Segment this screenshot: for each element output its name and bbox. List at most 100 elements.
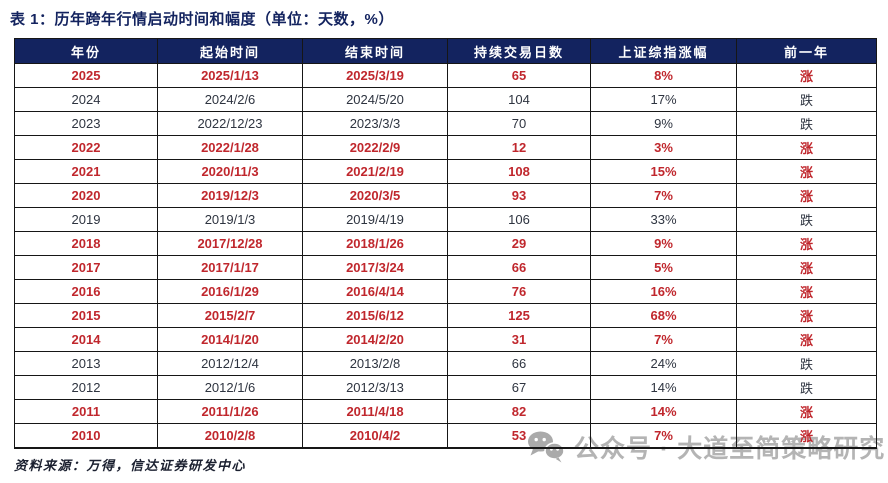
cell-year: 2019: [14, 207, 158, 232]
cell-index-change: 16%: [590, 279, 737, 304]
cell-end-date: 2015/6/12: [302, 303, 448, 328]
cell-end-date: 2017/3/24: [302, 255, 448, 280]
cell-end-date: 2016/4/14: [302, 279, 448, 304]
cell-start-date: 2011/1/26: [157, 399, 303, 424]
cell-previous-year: 涨: [736, 159, 877, 184]
cell-index-change: 33%: [590, 207, 737, 232]
cell-index-change: 7%: [590, 327, 737, 352]
cell-year: 2015: [14, 303, 158, 328]
cell-start-date: 2017/12/28: [157, 231, 303, 256]
cell-index-change: 5%: [590, 255, 737, 280]
cell-end-date: 2021/2/19: [302, 159, 448, 184]
table-row: 2022 2022/1/28 2022/2/9 12 3% 涨: [14, 135, 877, 160]
cell-year: 2025: [14, 63, 158, 88]
cell-year: 2012: [14, 375, 158, 400]
header-row: 年份 起始时间 结束时间 持续交易日数 上证综指涨幅 前一年: [14, 38, 877, 64]
table-row: 2025 2025/1/13 2025/3/19 65 8% 涨: [14, 63, 877, 88]
cell-end-date: 2011/4/18: [302, 399, 448, 424]
cell-index-change: 14%: [590, 375, 737, 400]
cell-start-date: 2015/2/7: [157, 303, 303, 328]
col-header-index-change: 上证综指涨幅: [590, 38, 737, 64]
table-row: 2013 2012/12/4 2013/2/8 66 24% 跌: [14, 351, 877, 376]
cell-trading-days: 66: [447, 255, 591, 280]
data-table: 年份 起始时间 结束时间 持续交易日数 上证综指涨幅 前一年 2025 2025…: [14, 38, 877, 449]
cell-trading-days: 70: [447, 111, 591, 136]
cell-start-date: 2014/1/20: [157, 327, 303, 352]
cell-start-date: 2010/2/8: [157, 423, 303, 448]
cell-end-date: 2024/5/20: [302, 87, 448, 112]
table-row: 2012 2012/1/6 2012/3/13 67 14% 跌: [14, 375, 877, 400]
cell-trading-days: 53: [447, 423, 591, 448]
cell-index-change: 7%: [590, 423, 737, 448]
cell-end-date: 2025/3/19: [302, 63, 448, 88]
cell-start-date: 2017/1/17: [157, 255, 303, 280]
table-body: 2025 2025/1/13 2025/3/19 65 8% 涨 2024 20…: [14, 63, 877, 448]
cell-start-date: 2019/12/3: [157, 183, 303, 208]
cell-previous-year: 涨: [736, 399, 877, 424]
table-row: 2014 2014/1/20 2014/2/20 31 7% 涨: [14, 327, 877, 352]
cell-index-change: 9%: [590, 231, 737, 256]
cell-index-change: 17%: [590, 87, 737, 112]
cell-trading-days: 66: [447, 351, 591, 376]
cell-previous-year: 跌: [736, 207, 877, 232]
cell-end-date: 2018/1/26: [302, 231, 448, 256]
cell-year: 2016: [14, 279, 158, 304]
cell-year: 2017: [14, 255, 158, 280]
col-header-trading-days: 持续交易日数: [447, 38, 591, 64]
table-row: 2016 2016/1/29 2016/4/14 76 16% 涨: [14, 279, 877, 304]
cell-index-change: 14%: [590, 399, 737, 424]
col-header-year: 年份: [14, 38, 158, 64]
cell-previous-year: 涨: [736, 63, 877, 88]
cell-year: 2010: [14, 423, 158, 448]
cell-previous-year: 涨: [736, 135, 877, 160]
table-row: 2017 2017/1/17 2017/3/24 66 5% 涨: [14, 255, 877, 280]
cell-trading-days: 65: [447, 63, 591, 88]
cell-year: 2018: [14, 231, 158, 256]
cell-previous-year: 涨: [736, 423, 877, 448]
cell-trading-days: 31: [447, 327, 591, 352]
table-row: 2021 2020/11/3 2021/2/19 108 15% 涨: [14, 159, 877, 184]
source-note: 资料来源：万得，信达证券研发中心: [14, 458, 247, 473]
cell-previous-year: 跌: [736, 111, 877, 136]
table-row: 2019 2019/1/3 2019/4/19 106 33% 跌: [14, 207, 877, 232]
cell-end-date: 2014/2/20: [302, 327, 448, 352]
cell-year: 2013: [14, 351, 158, 376]
cell-index-change: 9%: [590, 111, 737, 136]
table-title: 表 1：历年跨年行情启动时间和幅度（单位：天数，%）: [10, 11, 394, 28]
cell-index-change: 15%: [590, 159, 737, 184]
cell-previous-year: 涨: [736, 303, 877, 328]
cell-previous-year: 涨: [736, 327, 877, 352]
cell-trading-days: 108: [447, 159, 591, 184]
cell-start-date: 2022/12/23: [157, 111, 303, 136]
table-row: 2023 2022/12/23 2023/3/3 70 9% 跌: [14, 111, 877, 136]
cell-index-change: 7%: [590, 183, 737, 208]
cell-end-date: 2022/2/9: [302, 135, 448, 160]
table-row: 2010 2010/2/8 2010/4/2 53 7% 涨: [14, 423, 877, 448]
cell-year: 2024: [14, 87, 158, 112]
cell-previous-year: 跌: [736, 87, 877, 112]
cell-trading-days: 76: [447, 279, 591, 304]
table-row: 2011 2011/1/26 2011/4/18 82 14% 涨: [14, 399, 877, 424]
table-row: 2020 2019/12/3 2020/3/5 93 7% 涨: [14, 183, 877, 208]
cell-previous-year: 跌: [736, 375, 877, 400]
cell-trading-days: 67: [447, 375, 591, 400]
cell-start-date: 2022/1/28: [157, 135, 303, 160]
cell-end-date: 2012/3/13: [302, 375, 448, 400]
cell-start-date: 2024/2/6: [157, 87, 303, 112]
cell-start-date: 2019/1/3: [157, 207, 303, 232]
cell-previous-year: 涨: [736, 183, 877, 208]
cell-end-date: 2010/4/2: [302, 423, 448, 448]
cell-index-change: 24%: [590, 351, 737, 376]
cell-trading-days: 104: [447, 87, 591, 112]
table-row: 2018 2017/12/28 2018/1/26 29 9% 涨: [14, 231, 877, 256]
cell-start-date: 2020/11/3: [157, 159, 303, 184]
cell-index-change: 3%: [590, 135, 737, 160]
cell-end-date: 2020/3/5: [302, 183, 448, 208]
col-header-start-date: 起始时间: [157, 38, 303, 64]
cell-end-date: 2023/3/3: [302, 111, 448, 136]
cell-index-change: 68%: [590, 303, 737, 328]
cell-trading-days: 12: [447, 135, 591, 160]
cell-trading-days: 82: [447, 399, 591, 424]
cell-trading-days: 106: [447, 207, 591, 232]
cell-start-date: 2025/1/13: [157, 63, 303, 88]
